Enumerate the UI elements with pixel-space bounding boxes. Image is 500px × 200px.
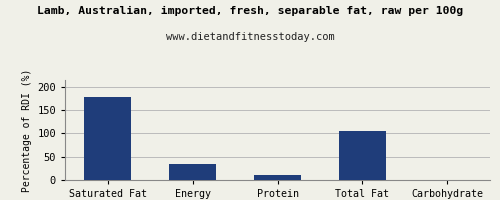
Bar — [84, 97, 131, 180]
Bar — [339, 131, 386, 180]
Y-axis label: Percentage of RDI (%): Percentage of RDI (%) — [22, 68, 32, 192]
Text: www.dietandfitnesstoday.com: www.dietandfitnesstoday.com — [166, 32, 334, 42]
Bar — [254, 175, 301, 180]
Bar — [169, 164, 216, 180]
Text: Lamb, Australian, imported, fresh, separable fat, raw per 100g: Lamb, Australian, imported, fresh, separ… — [37, 6, 463, 16]
